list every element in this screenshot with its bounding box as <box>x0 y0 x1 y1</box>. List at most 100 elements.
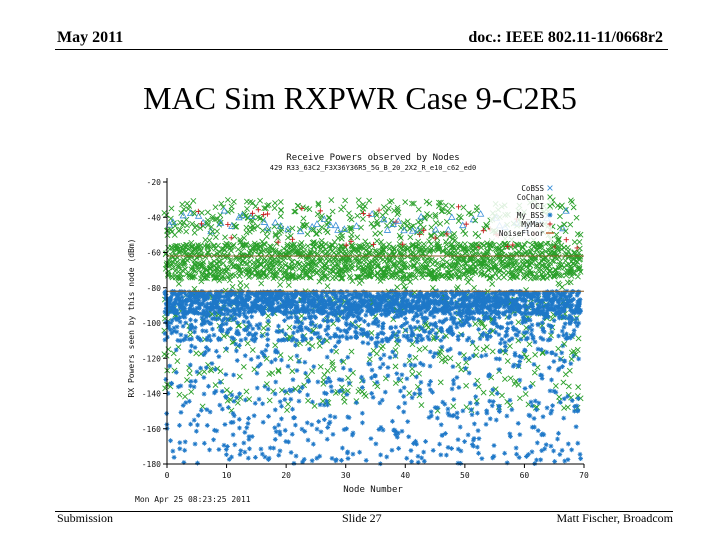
data-point <box>228 235 234 241</box>
data-point <box>494 391 500 396</box>
data-point <box>324 354 330 360</box>
data-point <box>358 277 365 284</box>
data-point <box>314 308 320 313</box>
data-point <box>555 271 562 278</box>
data-point <box>171 328 177 334</box>
data-point <box>525 305 531 310</box>
data-point <box>272 407 278 413</box>
y-tick-label: -180 <box>142 460 161 469</box>
data-point <box>302 359 308 365</box>
data-point <box>312 331 318 337</box>
data-point <box>275 239 281 245</box>
data-point <box>377 307 383 313</box>
data-point <box>166 300 172 306</box>
data-point <box>167 363 173 369</box>
data-point <box>198 365 203 371</box>
data-point <box>259 296 264 302</box>
data-point <box>185 297 191 303</box>
data-point <box>400 262 407 269</box>
data-point <box>266 397 273 404</box>
data-point <box>183 400 189 406</box>
data-point <box>394 204 401 211</box>
data-point <box>211 293 217 299</box>
data-point <box>329 388 335 394</box>
data-point <box>496 291 502 297</box>
data-point <box>564 331 569 337</box>
data-point <box>417 391 423 397</box>
data-point <box>234 399 241 406</box>
data-point <box>344 328 350 334</box>
data-point <box>392 300 398 305</box>
data-point <box>416 303 422 309</box>
data-point <box>487 329 493 334</box>
data-point <box>262 295 268 301</box>
data-point <box>433 331 439 336</box>
data-point <box>232 311 237 317</box>
data-point <box>404 320 410 326</box>
data-point <box>191 307 197 313</box>
data-point <box>419 455 425 461</box>
data-point <box>341 267 348 274</box>
data-point <box>444 452 449 458</box>
data-point <box>317 216 324 223</box>
data-point <box>213 294 219 300</box>
data-point <box>446 412 452 418</box>
data-point <box>352 222 361 229</box>
data-point <box>315 379 321 385</box>
data-point <box>250 333 256 339</box>
data-point <box>355 315 361 321</box>
data-point <box>308 329 314 335</box>
data-point <box>514 297 520 303</box>
data-point <box>492 308 498 313</box>
data-point <box>474 300 480 306</box>
data-point <box>408 307 414 313</box>
data-point <box>467 311 473 316</box>
data-point <box>429 271 436 278</box>
data-point <box>276 452 282 458</box>
data-point <box>266 299 272 304</box>
data-point <box>204 311 210 317</box>
data-point <box>574 258 581 265</box>
data-point <box>503 302 509 308</box>
data-point <box>493 329 499 335</box>
data-point <box>273 429 279 435</box>
data-point <box>370 241 377 248</box>
data-point <box>358 327 364 332</box>
data-point <box>380 297 386 303</box>
data-point <box>172 299 178 305</box>
data-point <box>414 374 419 380</box>
data-point <box>529 327 535 333</box>
data-point <box>175 337 181 343</box>
data-point <box>204 209 211 216</box>
data-point <box>203 304 209 310</box>
data-point <box>441 335 447 340</box>
data-point <box>398 313 404 319</box>
data-point <box>442 431 448 436</box>
data-point <box>426 382 432 388</box>
data-point <box>340 225 349 232</box>
data-point <box>254 299 260 304</box>
data-point <box>263 233 270 240</box>
data-point <box>448 242 454 248</box>
data-point <box>278 337 284 343</box>
data-point <box>251 366 258 373</box>
data-point <box>528 399 534 405</box>
data-point <box>293 314 299 320</box>
data-point <box>391 309 397 314</box>
data-point <box>421 458 427 464</box>
data-point <box>444 225 453 233</box>
data-point <box>472 230 479 237</box>
data-point <box>254 385 260 391</box>
data-point <box>387 336 392 342</box>
data-point <box>379 397 385 403</box>
data-point <box>191 229 198 236</box>
data-point <box>317 309 323 315</box>
data-point <box>205 250 212 256</box>
data-point <box>513 258 520 265</box>
data-point <box>409 257 416 263</box>
data-point <box>471 284 477 291</box>
data-point <box>246 266 253 273</box>
data-point <box>304 231 311 238</box>
data-point <box>254 223 261 230</box>
data-point <box>323 379 329 385</box>
